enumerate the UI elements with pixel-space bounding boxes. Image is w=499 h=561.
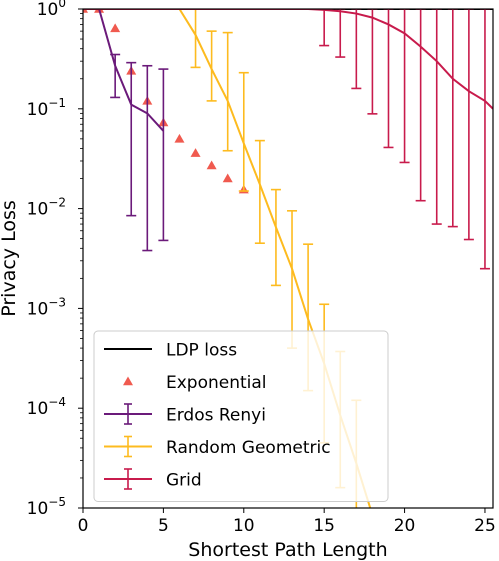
legend-label: Random Geometric	[166, 438, 331, 458]
x-tick-label: 20	[394, 516, 416, 536]
data-point	[206, 160, 217, 170]
x-tick-label: 5	[158, 516, 169, 536]
y-tick-label: 10−4	[27, 395, 66, 419]
series-line	[83, 9, 493, 110]
x-tick-label: 10	[233, 516, 255, 536]
legend-label: Erdos Renyi	[166, 406, 266, 426]
y-tick-label: 10−5	[27, 495, 66, 519]
legend-item-exponential: Exponential	[123, 373, 267, 393]
x-tick-label: 25	[474, 516, 496, 536]
data-point	[174, 133, 185, 143]
legend: LDP loss Exponential Erdos Renyi Random Geo…	[93, 330, 389, 502]
series-erdos-renyi	[83, 9, 169, 252]
legend-label: Grid	[166, 471, 202, 491]
legend-item-grid: Grid	[104, 468, 202, 491]
legend-item-random-geometric: Random Geometric	[104, 435, 331, 458]
y-axis: 10−5 10−4 10−3 10−2 10−1 100	[27, 0, 83, 519]
y-tick-label: 10−1	[27, 96, 66, 120]
x-tick-label: 15	[313, 516, 335, 536]
series-line	[83, 9, 165, 132]
x-axis-label: Shortest Path Length	[188, 539, 387, 561]
legend-label: LDP loss	[166, 341, 237, 361]
legend-handle	[123, 376, 133, 386]
legend-item-erdos-renyi: Erdos Renyi	[104, 403, 266, 426]
y-tick-label: 10−3	[27, 295, 66, 319]
x-axis: 0 5 10 15 20 25	[78, 508, 496, 536]
series-grid	[83, 9, 493, 270]
x-tick-label: 0	[78, 516, 89, 536]
legend-label: Exponential	[166, 373, 267, 393]
legend-item-ldp-loss: LDP loss	[104, 341, 237, 361]
data-point	[222, 173, 233, 183]
data-point	[110, 23, 121, 33]
plot-frame	[82, 8, 494, 509]
legend-box	[93, 330, 389, 502]
y-tick-label: 10−2	[27, 196, 66, 220]
y-axis-label: Privacy Loss	[0, 200, 20, 317]
y-tick-label: 100	[37, 0, 66, 20]
data-point	[190, 148, 201, 157]
